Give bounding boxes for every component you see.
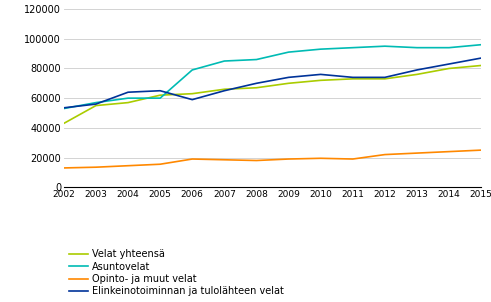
Elinkeinotoiminnan ja tulolähteen velat (286, 76, 292, 79)
Asuntovelat (318, 47, 324, 51)
Velat yhteensä (190, 92, 195, 95)
Asuntovelat (382, 44, 388, 48)
Opinto- ja muut velat (157, 162, 163, 166)
Elinkeinotoiminnan ja tulolähteen velat (61, 106, 67, 110)
Opinto- ja muut velat (478, 148, 484, 152)
Opinto- ja muut velat (318, 156, 324, 160)
Asuntovelat (253, 58, 259, 61)
Asuntovelat (190, 68, 195, 72)
Asuntovelat (61, 107, 67, 110)
Asuntovelat (221, 59, 227, 63)
Asuntovelat (478, 43, 484, 47)
Opinto- ja muut velat (61, 166, 67, 170)
Elinkeinotoiminnan ja tulolähteen velat (253, 82, 259, 85)
Velat yhteensä (253, 86, 259, 90)
Asuntovelat (93, 101, 99, 104)
Velat yhteensä (125, 101, 131, 104)
Velat yhteensä (478, 64, 484, 67)
Asuntovelat (414, 46, 420, 50)
Asuntovelat (446, 46, 452, 50)
Velat yhteensä (382, 77, 388, 81)
Velat yhteensä (157, 93, 163, 97)
Velat yhteensä (446, 67, 452, 70)
Elinkeinotoiminnan ja tulolähteen velat (190, 98, 195, 101)
Elinkeinotoiminnan ja tulolähteen velat (221, 89, 227, 92)
Asuntovelat (125, 96, 131, 100)
Elinkeinotoiminnan ja tulolähteen velat (157, 89, 163, 92)
Elinkeinotoiminnan ja tulolähteen velat (414, 68, 420, 72)
Opinto- ja muut velat (382, 153, 388, 156)
Legend: Velat yhteensä, Asuntovelat, Opinto- ja muut velat, Elinkeinotoiminnan ja tulolä: Velat yhteensä, Asuntovelat, Opinto- ja … (69, 249, 284, 296)
Elinkeinotoiminnan ja tulolähteen velat (446, 62, 452, 66)
Elinkeinotoiminnan ja tulolähteen velat (93, 102, 99, 106)
Line: Velat yhteensä: Velat yhteensä (64, 66, 481, 124)
Elinkeinotoiminnan ja tulolähteen velat (318, 72, 324, 76)
Velat yhteensä (93, 104, 99, 108)
Elinkeinotoiminnan ja tulolähteen velat (125, 90, 131, 94)
Velat yhteensä (414, 72, 420, 76)
Asuntovelat (157, 96, 163, 100)
Line: Opinto- ja muut velat: Opinto- ja muut velat (64, 150, 481, 168)
Line: Elinkeinotoiminnan ja tulolähteen velat: Elinkeinotoiminnan ja tulolähteen velat (64, 58, 481, 108)
Opinto- ja muut velat (125, 164, 131, 168)
Opinto- ja muut velat (286, 157, 292, 161)
Asuntovelat (350, 46, 355, 50)
Opinto- ja muut velat (93, 165, 99, 169)
Opinto- ja muut velat (253, 159, 259, 162)
Velat yhteensä (221, 88, 227, 91)
Opinto- ja muut velat (414, 151, 420, 155)
Velat yhteensä (350, 77, 355, 81)
Opinto- ja muut velat (350, 157, 355, 161)
Line: Asuntovelat: Asuntovelat (64, 45, 481, 108)
Elinkeinotoiminnan ja tulolähteen velat (478, 56, 484, 60)
Opinto- ja muut velat (221, 158, 227, 162)
Elinkeinotoiminnan ja tulolähteen velat (350, 76, 355, 79)
Elinkeinotoiminnan ja tulolähteen velat (382, 76, 388, 79)
Asuntovelat (286, 50, 292, 54)
Velat yhteensä (318, 79, 324, 82)
Opinto- ja muut velat (446, 150, 452, 153)
Opinto- ja muut velat (190, 157, 195, 161)
Velat yhteensä (61, 122, 67, 125)
Velat yhteensä (286, 82, 292, 85)
